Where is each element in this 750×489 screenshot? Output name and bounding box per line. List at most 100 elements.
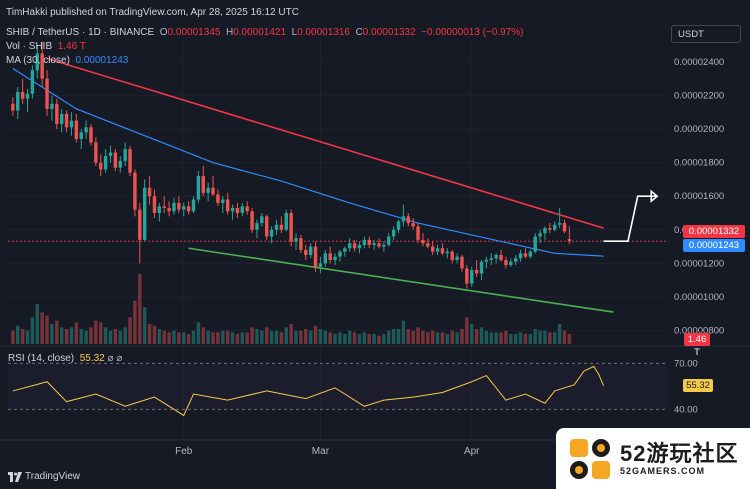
rsi-level-label: 70.00 [674,358,698,369]
candle-body [182,206,186,210]
candle-body [387,236,391,245]
candle-body [245,206,249,212]
volume-bar [289,324,293,344]
close-label: C [355,27,363,38]
open-value: 0.00001345 [167,27,221,38]
volume-bar [323,330,328,344]
volume-bar [118,330,122,344]
candle-body [94,142,98,163]
watermark-cn: 52游玩社区 [620,440,739,466]
x-tick-label: Apr [464,446,480,457]
candle-body [347,243,352,249]
rsi-settings-icon[interactable]: ⌀ ⌀ [107,353,123,364]
candle-body [372,243,376,245]
tradingview-footer[interactable]: TradingView [8,471,80,482]
candle-body [123,149,127,161]
volume-bar [343,334,347,344]
volume-bar [299,330,303,344]
volume-bar [162,330,166,344]
gamepad-logo-icon [570,438,610,479]
candle-body [338,251,342,257]
candle-body [489,258,493,261]
candle-body [191,199,196,212]
volume-bar [133,300,137,344]
volume-bar [89,327,93,344]
currency-button[interactable]: USDT [671,25,741,43]
candle-body [45,78,49,109]
close-price-tag: 0.00001332 [683,225,745,238]
volume-bar [460,329,464,344]
volume-bar [367,334,371,344]
candle-body [74,120,79,140]
candle-body [460,256,464,269]
volume-bar [206,330,210,344]
ma-label: MA (30, close) [6,55,70,66]
projection-arrow-head [650,189,659,203]
volume-bar [142,307,147,344]
volume-bar [196,322,201,344]
volume-bar [465,317,469,344]
volume-bar [40,312,44,344]
candle-body [196,176,201,200]
candle-body [352,243,357,249]
volume-bar [421,330,425,344]
candle-body [411,223,415,227]
tradingview-logo-icon [8,471,22,482]
watermark-en: 52GAMERS.COM [620,465,706,476]
volume-bar [499,332,503,344]
volume-bar [338,332,342,344]
candle-body [50,103,54,109]
volume-bar [553,332,557,344]
candle-body [450,251,454,261]
ma-legend[interactable]: MA (30, close) 0.00001243 [6,55,128,66]
candle-body [416,226,420,240]
candle-body [79,132,83,140]
volume-bar [318,329,323,344]
candle-body [55,103,59,124]
candle-body [465,268,469,284]
volume-bar [304,329,308,344]
change-value: −0.00000013 (−0.97%) [421,27,524,38]
candle-body [543,228,547,234]
x-tick-label: Mar [312,446,330,457]
candle-body [509,261,513,266]
candle-body [206,187,210,193]
volume-bar [401,320,406,344]
volume-bar [489,332,493,344]
candle-body [147,187,152,197]
symbol-name[interactable]: SHIB / TetherUS · 1D · BINANCE [6,27,155,38]
projection-arrow [603,195,658,243]
candle-body [299,238,303,250]
volume-bar [94,320,98,344]
volume-bar [357,334,362,344]
volume-bar [279,332,284,344]
volume-bar [230,332,235,344]
volume-bar [518,332,523,344]
candle-body [89,127,93,143]
candle-body [172,202,176,212]
candle-body [377,243,381,247]
volume-bar [269,330,274,344]
candle-body [396,221,401,230]
candle-body [304,249,308,255]
volume-bar [387,330,391,344]
volume-legend[interactable]: Vol · SHIB 1.46 T [6,41,86,52]
candle-body [333,256,337,261]
volume-bar [313,325,318,344]
candle-body [35,53,39,71]
volume-bar [528,334,533,344]
trendline-lower [188,247,614,313]
rsi-legend[interactable]: RSI (14, close) 55.32 ⌀ ⌀ [8,353,122,364]
y-tick-label: 0.00000800 [674,326,724,337]
candle-body [562,223,567,232]
candle-body [313,246,318,267]
candle-body [445,251,450,254]
volume-bar [377,335,381,344]
y-tick-label: 0.00002400 [674,57,724,68]
candle-body [455,256,459,261]
candle-body [11,103,15,111]
volume-bar [391,329,396,344]
volume-bar [406,329,410,344]
candle-body [440,248,445,254]
